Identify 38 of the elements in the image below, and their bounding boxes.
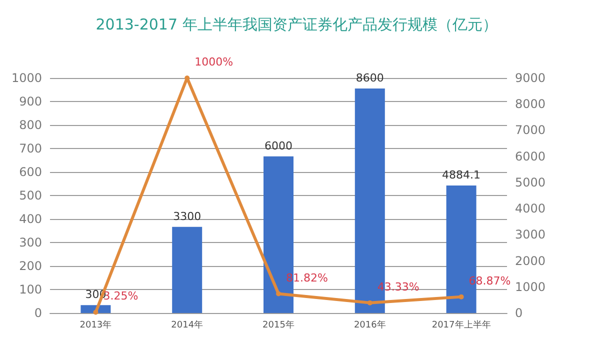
y-tick-label: 800 [19, 118, 42, 132]
y2-tick-label: 2000 [515, 254, 546, 268]
y-tick-label: 200 [19, 259, 42, 273]
y-tick-label: 600 [19, 165, 42, 179]
data-label: 1000% [194, 56, 234, 68]
x-tick-label: 2017年上半年 [432, 320, 491, 330]
y2-tick-label: 6000 [515, 149, 546, 164]
y-tick-label: 900 [19, 94, 42, 108]
y-tick-label: 700 [19, 142, 42, 156]
chart-title: 2013-2017 年上半年我国资产证券化产品发行规模（亿元） [96, 16, 498, 34]
y-tick-label: 0 [34, 306, 42, 320]
y2-tick-label: 0 [515, 306, 523, 320]
data-label: 6000 [264, 139, 292, 152]
data-label: 3.25% [103, 290, 138, 303]
data-label: 8600 [356, 71, 384, 84]
bar [172, 226, 202, 313]
x-tick-label: 2016年 [354, 320, 386, 330]
y2-tick-label: 8000 [515, 97, 546, 112]
data-label: 4884.1 [442, 168, 481, 182]
x-tick-label: 2015年 [262, 320, 294, 330]
x-tick-label: 2013年 [80, 320, 112, 330]
y2-tick-label: 1000 [515, 280, 546, 294]
y2-tick-label: 5000 [515, 175, 546, 190]
y2-tick-label: 3000 [515, 228, 546, 242]
y-tick-label: 100 [19, 282, 42, 296]
y-tick-label: 1000 [11, 71, 42, 85]
point [367, 300, 372, 306]
y2-tick-label: 4000 [515, 202, 546, 216]
y2-tick-label: 9000 [515, 71, 546, 85]
y-tick-label: 500 [19, 188, 42, 202]
point [458, 294, 464, 300]
x-tick-label: 2014年 [171, 320, 204, 330]
y-tick-label: 300 [19, 236, 42, 250]
point [276, 291, 281, 296]
y2-tick-label: 7000 [515, 123, 546, 138]
data-label: 3300 [173, 210, 202, 223]
point [93, 310, 98, 315]
y-tick-label: 400 [19, 212, 42, 226]
